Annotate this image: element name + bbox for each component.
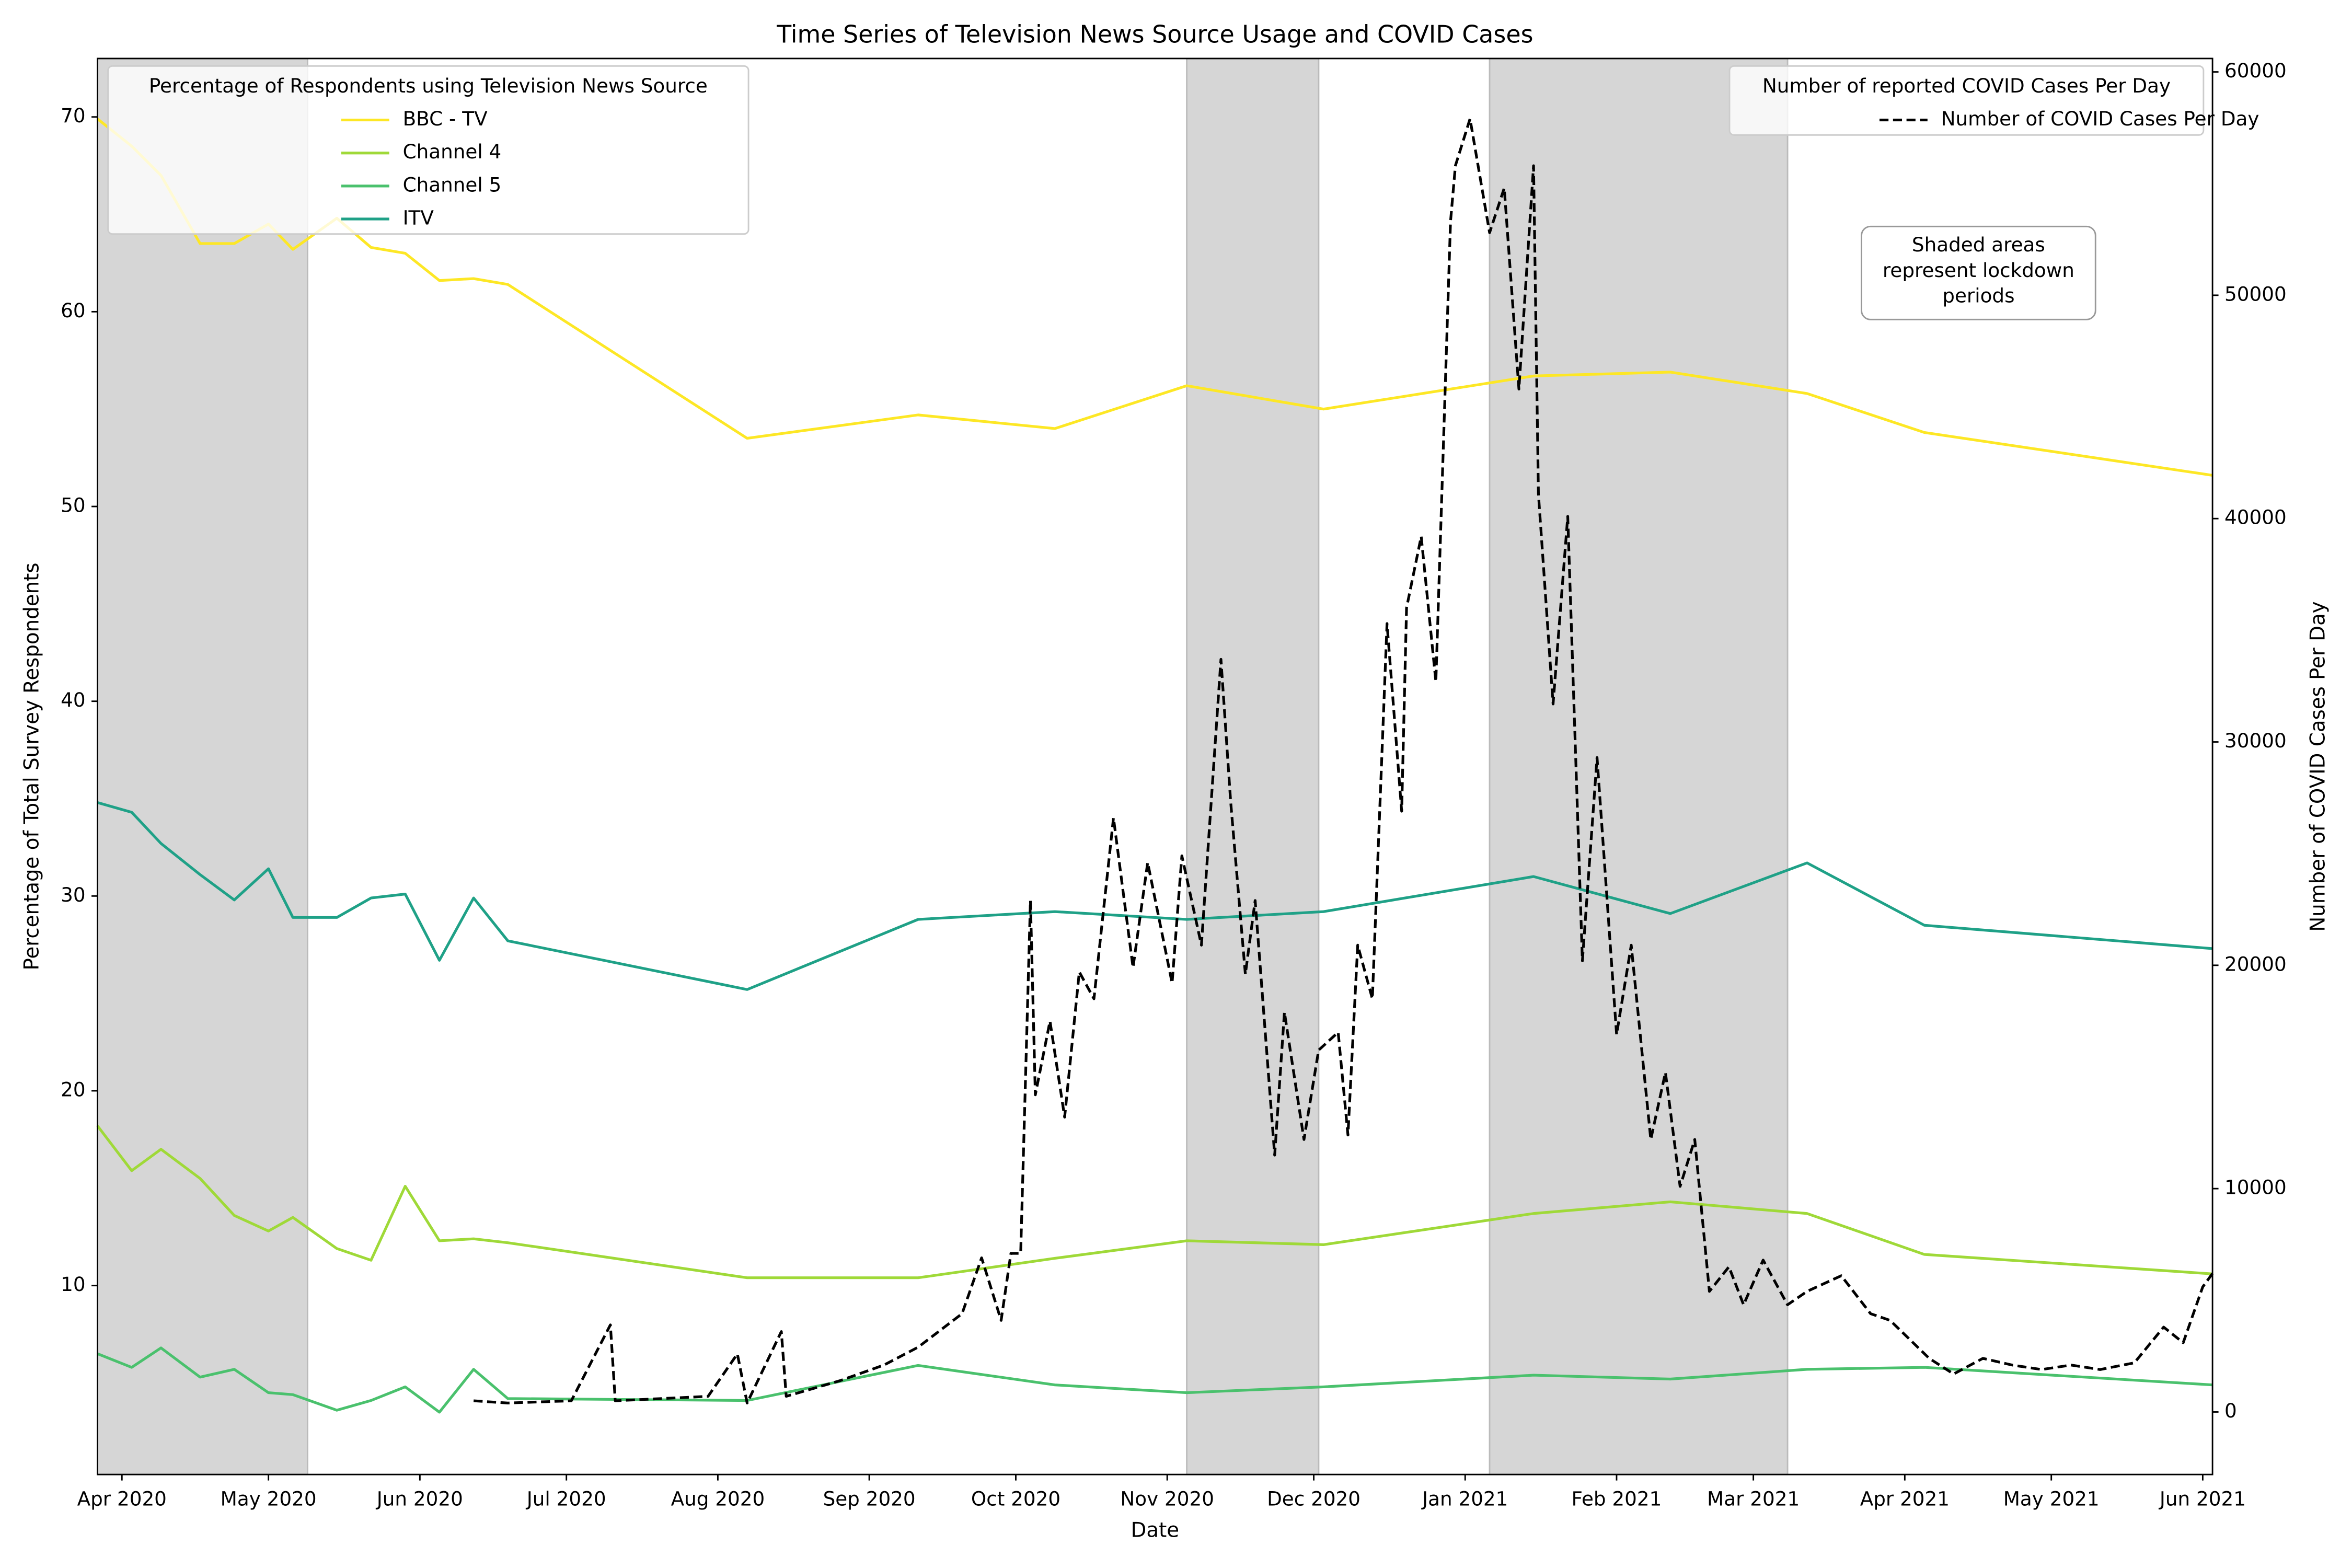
legend-label: Channel 5 [403,173,502,196]
y2-axis-label: Number of COVID Cases Per Day [2306,601,2330,931]
series-line [97,801,2213,991]
series-line [96,1125,2213,1279]
lockdown-shade [97,57,308,1475]
legend-title: Percentage of Respondents using Televisi… [149,74,708,97]
plot-frame [97,57,2213,1475]
x-tick-label: Apr 2020 [77,1487,167,1510]
legend-label: Channel 4 [403,140,502,163]
x-tick-label: Sep 2020 [823,1487,916,1510]
y-tick-label: 60 [61,299,85,322]
annotation-box [1861,225,2096,320]
series-line [96,118,2213,477]
chart-title: Time Series of Television News Source Us… [776,20,1533,48]
y2-tick-label: 50000 [2224,282,2287,305]
y-tick-label: 30 [61,883,85,906]
legend-box [107,65,750,235]
y-tick-label: 40 [61,688,85,711]
y-tick-label: 70 [61,104,85,127]
legend-label: Number of COVID Cases Per Day [1941,107,2259,130]
legend-box [1728,65,2205,136]
x-tick-label: Jul 2020 [526,1487,606,1510]
x-tick-label: Aug 2020 [671,1487,765,1510]
legend-title: Number of reported COVID Cases Per Day [1762,74,2171,97]
legend: Number of reported COVID Cases Per Day Nu… [1728,65,2259,136]
annotation-text: Shaded areas [1912,233,2045,256]
legend-label: ITV [403,206,434,229]
legend-label: BBC - TV [403,107,488,130]
legend: Percentage of Respondents using Televisi… [107,65,750,235]
x-tick-label: Dec 2020 [1267,1487,1361,1510]
x-tick-label: May 2021 [2003,1487,2100,1510]
y2-tick-label: 20000 [2224,952,2287,975]
lockdown-shade [1186,57,1320,1475]
x-tick-label: May 2020 [221,1487,317,1510]
annotation-text: periods [1942,284,2014,307]
y-axis-label: Percentage of Total Survey Respondents [20,562,44,970]
x-tick-label: Apr 2021 [1860,1487,1950,1510]
x-tick-label: Jan 2021 [1421,1487,1508,1510]
y2-tick-label: 40000 [2224,506,2287,529]
series-line [473,117,2214,1404]
lockdown-shade [1489,57,1789,1475]
x-tick-label: Jun 2021 [2159,1487,2246,1510]
x-tick-label: Feb 2021 [1572,1487,1662,1510]
x-tick-label: Mar 2021 [1707,1487,1800,1510]
y2-tick-label: 10000 [2224,1176,2287,1199]
y-tick-label: 50 [61,494,85,517]
series-line [97,1346,2213,1414]
y2-tick-label: 60000 [2224,59,2287,82]
y2-tick-label: 0 [2224,1399,2237,1422]
x-tick-label: Jun 2020 [376,1487,463,1510]
y-tick-label: 10 [61,1273,85,1296]
x-tick-label: Nov 2020 [1120,1487,1214,1510]
x-tick-label: Oct 2020 [971,1487,1060,1510]
annotation-text: represent lockdown [1883,259,2074,282]
y2-tick-label: 30000 [2224,729,2287,752]
x-axis-label: Date [1131,1519,1180,1542]
y-tick-label: 20 [61,1078,85,1101]
